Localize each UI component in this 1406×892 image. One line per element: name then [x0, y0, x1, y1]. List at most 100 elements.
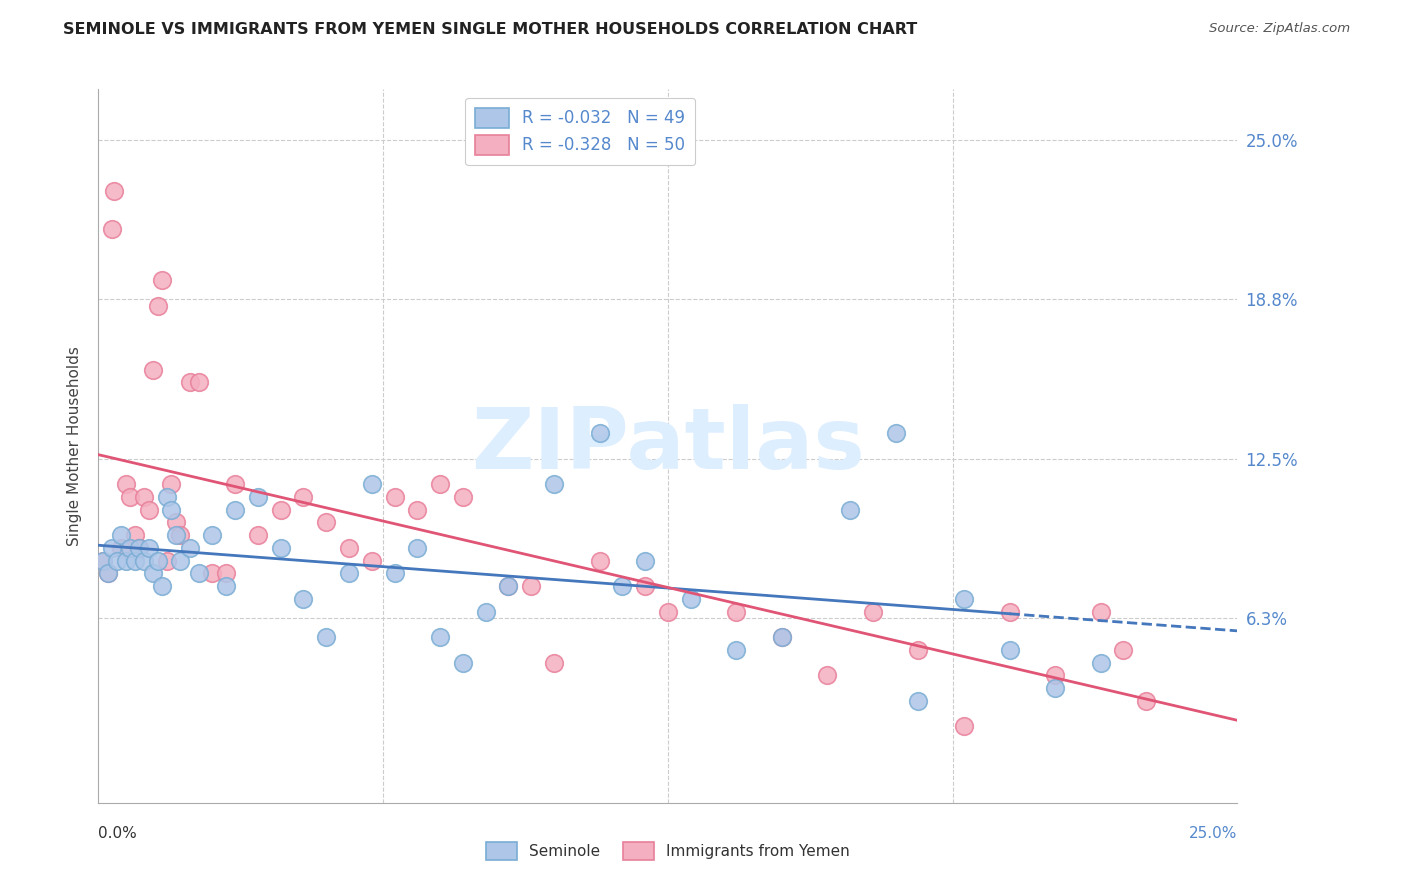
- Point: [138, 502, 160, 516]
- Point: [953, 591, 976, 606]
- Point: [1090, 605, 1112, 619]
- Point: [160, 502, 183, 516]
- Point: [270, 502, 292, 516]
- Point: [156, 490, 179, 504]
- Point: [132, 554, 155, 568]
- Point: [179, 541, 201, 555]
- Point: [124, 528, 146, 542]
- Point: [588, 554, 610, 568]
- Point: [384, 566, 406, 581]
- Point: [1135, 694, 1157, 708]
- Point: [114, 477, 136, 491]
- Point: [142, 566, 165, 581]
- Point: [657, 605, 679, 619]
- Point: [1043, 681, 1066, 695]
- Point: [907, 643, 929, 657]
- Point: [679, 591, 702, 606]
- Point: [128, 541, 150, 555]
- Point: [588, 426, 610, 441]
- Point: [815, 668, 838, 682]
- Point: [884, 426, 907, 441]
- Point: [337, 541, 360, 555]
- Point: [907, 694, 929, 708]
- Legend: Seminole, Immigrants from Yemen: Seminole, Immigrants from Yemen: [479, 836, 856, 866]
- Point: [110, 541, 132, 555]
- Point: [132, 490, 155, 504]
- Point: [337, 566, 360, 581]
- Point: [384, 490, 406, 504]
- Point: [292, 591, 315, 606]
- Point: [96, 566, 118, 581]
- Text: 25.0%: 25.0%: [1189, 827, 1237, 841]
- Point: [120, 490, 142, 504]
- Point: [150, 273, 173, 287]
- Point: [246, 490, 269, 504]
- Point: [105, 554, 128, 568]
- Point: [215, 579, 238, 593]
- Point: [406, 502, 429, 516]
- Point: [169, 528, 191, 542]
- Point: [201, 528, 224, 542]
- Point: [725, 643, 748, 657]
- Point: [360, 477, 382, 491]
- Point: [101, 541, 124, 555]
- Point: [451, 490, 474, 504]
- Point: [110, 528, 132, 542]
- Point: [612, 579, 634, 593]
- Point: [165, 528, 187, 542]
- Point: [120, 541, 142, 555]
- Point: [142, 362, 165, 376]
- Point: [315, 516, 337, 530]
- Point: [315, 630, 337, 644]
- Point: [360, 554, 382, 568]
- Point: [103, 184, 125, 198]
- Point: [179, 376, 201, 390]
- Text: SEMINOLE VS IMMIGRANTS FROM YEMEN SINGLE MOTHER HOUSEHOLDS CORRELATION CHART: SEMINOLE VS IMMIGRANTS FROM YEMEN SINGLE…: [63, 22, 918, 37]
- Point: [1090, 656, 1112, 670]
- Point: [150, 579, 173, 593]
- Point: [998, 643, 1021, 657]
- Text: Source: ZipAtlas.com: Source: ZipAtlas.com: [1209, 22, 1350, 36]
- Point: [839, 502, 862, 516]
- Point: [160, 477, 183, 491]
- Point: [146, 554, 169, 568]
- Point: [292, 490, 315, 504]
- Point: [124, 554, 146, 568]
- Point: [270, 541, 292, 555]
- Point: [498, 579, 520, 593]
- Point: [187, 566, 209, 581]
- Point: [156, 554, 179, 568]
- Point: [201, 566, 224, 581]
- Point: [543, 656, 565, 670]
- Point: [128, 541, 150, 555]
- Text: ZIPatlas: ZIPatlas: [471, 404, 865, 488]
- Y-axis label: Single Mother Households: Single Mother Households: [67, 346, 83, 546]
- Point: [246, 528, 269, 542]
- Point: [634, 579, 657, 593]
- Point: [406, 541, 429, 555]
- Point: [224, 502, 246, 516]
- Point: [429, 477, 451, 491]
- Point: [91, 554, 114, 568]
- Point: [146, 299, 169, 313]
- Point: [520, 579, 543, 593]
- Point: [770, 630, 793, 644]
- Point: [770, 630, 793, 644]
- Point: [451, 656, 474, 670]
- Point: [91, 554, 114, 568]
- Point: [498, 579, 520, 593]
- Point: [998, 605, 1021, 619]
- Point: [187, 376, 209, 390]
- Point: [114, 554, 136, 568]
- Point: [138, 541, 160, 555]
- Point: [725, 605, 748, 619]
- Point: [953, 719, 976, 733]
- Point: [101, 222, 124, 236]
- Point: [543, 477, 565, 491]
- Point: [96, 566, 118, 581]
- Point: [224, 477, 246, 491]
- Point: [1043, 668, 1066, 682]
- Point: [862, 605, 884, 619]
- Point: [165, 516, 187, 530]
- Point: [429, 630, 451, 644]
